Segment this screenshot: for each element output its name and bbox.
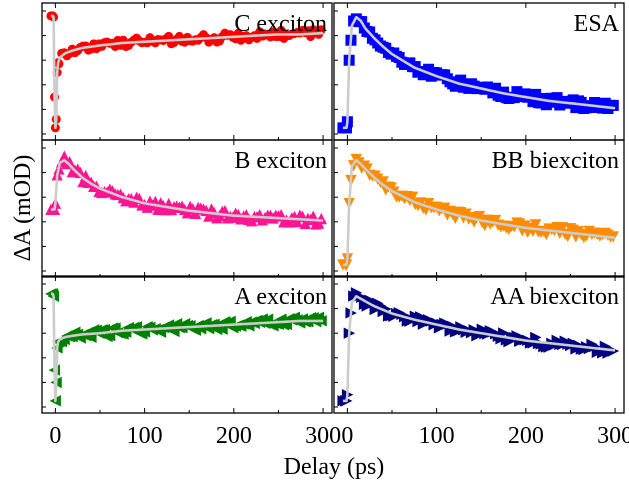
- x-tick-label: 0: [341, 423, 353, 449]
- panel-label: BB biexciton: [492, 148, 619, 174]
- panel-label: A exciton: [234, 284, 327, 310]
- data-point: [316, 214, 326, 224]
- panel-aa-biexciton: AA biexciton: [334, 276, 624, 413]
- x-tick-label: 300: [597, 423, 629, 449]
- panel-a-exciton: A exciton: [42, 276, 332, 413]
- panel-label: ESA: [574, 11, 620, 37]
- x-tick-label: 300: [305, 423, 341, 449]
- panels: C exciton ESA B exciton BB biexciton A excit…: [42, 3, 624, 413]
- x-tick-labels: 0 100 200 300 0 100 200 300: [49, 423, 629, 449]
- panel-label: C exciton: [234, 11, 327, 37]
- x-axis-label: Delay (ps): [284, 454, 385, 480]
- panel-label: B exciton: [234, 148, 327, 174]
- y-axis-label: ΔA (mOD): [10, 155, 36, 262]
- panel-label: AA biexciton: [490, 284, 619, 310]
- panel-b-exciton: B exciton: [42, 140, 332, 277]
- panel-c-exciton: C exciton: [42, 3, 332, 140]
- panel-bb-biexciton: BB biexciton: [334, 140, 624, 277]
- x-tick-label: 100: [127, 423, 163, 449]
- panel-esa: ESA: [334, 3, 624, 140]
- x-tick-label: 200: [216, 423, 252, 449]
- x-tick-label: 0: [49, 423, 61, 449]
- x-tick-label: 200: [508, 423, 544, 449]
- x-tick-label: 100: [419, 423, 455, 449]
